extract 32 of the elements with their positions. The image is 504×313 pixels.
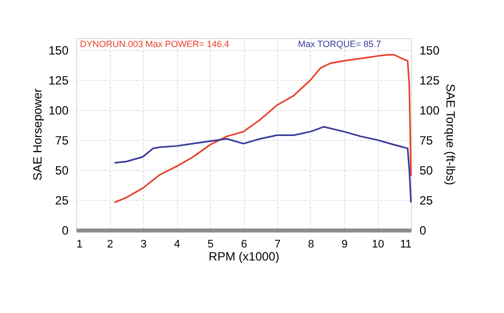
line-series [114, 54, 412, 204]
x-tick-label: 2 [106, 238, 114, 250]
y2-tick-label: 150 [420, 44, 440, 58]
y2-tick-label: 50 [420, 164, 434, 178]
x-tick-label: 10 [372, 238, 384, 250]
x-tick-label: 5 [207, 238, 214, 250]
x-tick-label: 11 [400, 238, 412, 250]
y-tick-label: 125 [48, 74, 69, 88]
y-tick-label: 75 [55, 134, 69, 148]
x-tick-label: 1 [76, 238, 83, 250]
y-tick-label: 25 [55, 194, 69, 208]
x-tick-label: 7 [274, 238, 281, 250]
y2-tick-label: 75 [420, 134, 434, 148]
x-tick-label: 3 [140, 238, 147, 250]
y2-tick-label: 0 [420, 224, 426, 238]
x-tick-label: 8 [308, 238, 314, 250]
y-tick-label: 50 [55, 164, 69, 178]
y2-tick-label: 100 [420, 104, 440, 118]
y-tick-label: 0 [62, 224, 69, 238]
y2-tick-label: 125 [420, 74, 440, 88]
annotation: DYNORUN.003 Max POWER= 146.4 [80, 39, 230, 49]
x-tick-label: 4 [174, 238, 180, 250]
x-tick-label: 9 [341, 238, 348, 250]
y-axis-title: SAE Horsepower [30, 88, 44, 181]
line-series [114, 126, 412, 204]
annotation: Max TORQUE= 85.7 [298, 39, 381, 49]
y-tick-label: 150 [48, 44, 69, 58]
y2-tick-label: 25 [420, 194, 434, 208]
y2-axis-title: SAE Torque (ft-lbs) [444, 84, 458, 186]
x-axis-title: RPM (x1000) [208, 250, 280, 264]
y-tick-label: 100 [48, 104, 69, 118]
x-tick-label: 6 [240, 238, 248, 250]
